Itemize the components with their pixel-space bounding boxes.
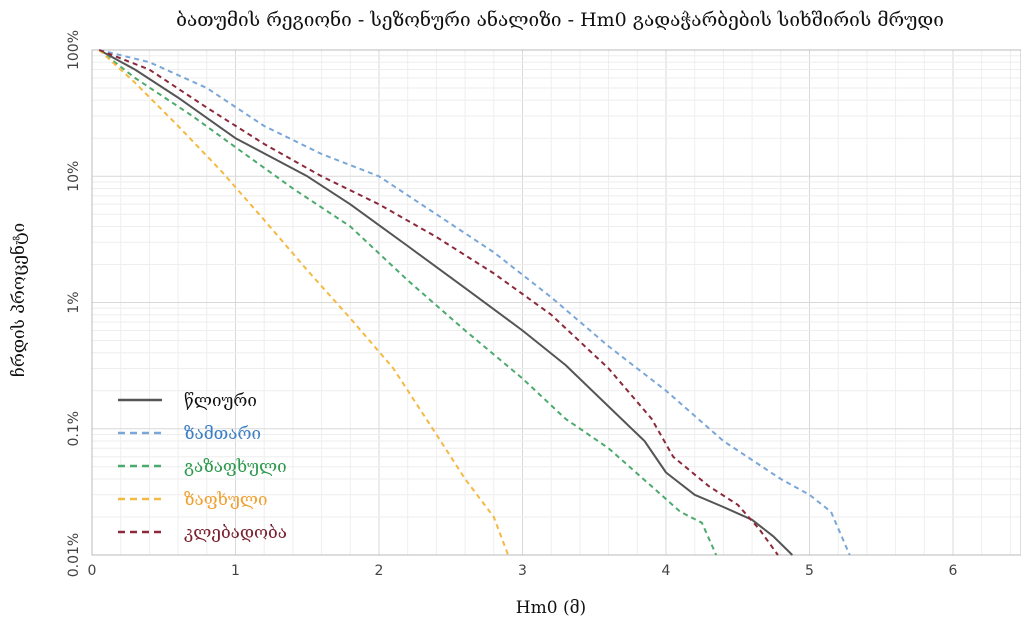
series-line-4 xyxy=(98,49,510,556)
legend: წლიური ზამთარი გაზაფხული ზაფხული კლებადობა xyxy=(118,391,287,543)
x-tick-label: 3 xyxy=(518,563,527,579)
y-tick-label: 0.01% xyxy=(66,533,82,577)
series-line-2 xyxy=(98,49,851,556)
chart-title: ბათუმის რეგიონი - სეზონური ანალიზი - Hm0… xyxy=(176,9,944,31)
legend-label: ზაფხული xyxy=(184,490,267,510)
plot-area xyxy=(91,49,1021,556)
x-axis-label: Hm0 (მ) xyxy=(516,598,586,618)
series-lines xyxy=(98,49,851,556)
y-tick-label: 1% xyxy=(66,291,82,313)
series-line-5 xyxy=(98,49,779,556)
grid xyxy=(91,49,1021,556)
legend-label: წლიური xyxy=(184,391,257,411)
y-tick-label: 100% xyxy=(66,30,82,70)
y-tick-label: 10% xyxy=(66,161,82,192)
series-line-1 xyxy=(98,49,794,556)
x-tick-label: 1 xyxy=(231,563,240,579)
legend-label: გაზაფხული xyxy=(184,457,287,477)
legend-label: კლებადობა xyxy=(184,523,287,543)
x-tick-label: 5 xyxy=(805,563,814,579)
series-line-3 xyxy=(98,49,718,556)
ticks: 0 1 2 3 4 5 6 100% 10% 1% 0.1% 0.01% xyxy=(66,30,958,579)
x-tick-label: 4 xyxy=(662,563,671,579)
x-tick-label: 0 xyxy=(88,563,97,579)
x-tick-label: 6 xyxy=(949,563,958,579)
legend-label: ზამთარი xyxy=(184,424,261,444)
y-axis-label: ჩრდის პროცენტი xyxy=(9,223,29,377)
x-tick-label: 2 xyxy=(375,563,384,579)
y-tick-label: 0.1% xyxy=(66,411,82,447)
